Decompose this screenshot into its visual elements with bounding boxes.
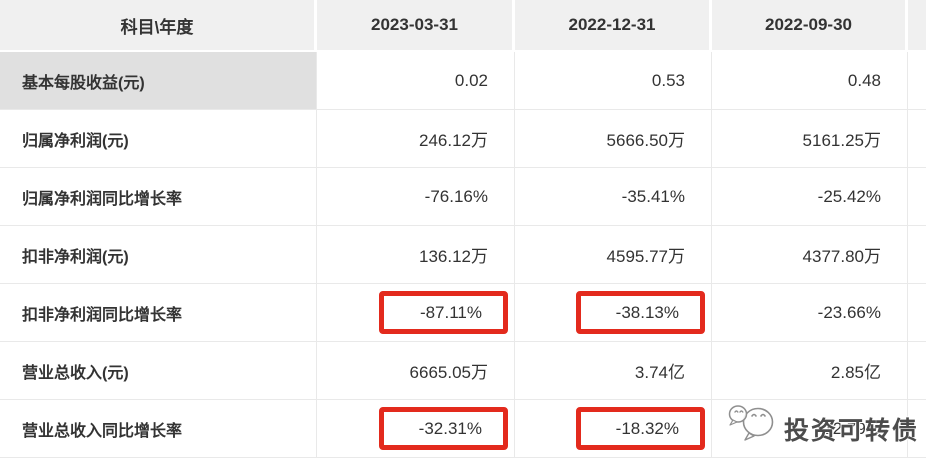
highlight-box: -87.11%: [379, 291, 508, 334]
row-label: 归属净利润同比增长率: [0, 168, 317, 226]
cell-value: -32.31%: [418, 418, 482, 438]
cutoff-cell: [908, 52, 926, 110]
value-cell: 0.48: [712, 52, 908, 110]
row-label: 扣非净利润同比增长率: [0, 284, 317, 342]
column-header-2022-09-30: 2022-09-30: [712, 0, 908, 52]
cell-value: -18.32%: [615, 418, 679, 438]
value-cell: -38.13%: [515, 284, 712, 342]
column-header-cutoff: [908, 0, 926, 52]
cutoff-cell: [908, 400, 926, 458]
value-cell: 0.53: [515, 52, 712, 110]
row-label: 归属净利润(元): [0, 110, 317, 168]
highlight-box: -32.31%: [379, 407, 508, 450]
value-cell: -25.42%: [712, 168, 908, 226]
value-cell: -12.79%: [712, 400, 908, 458]
value-cell: -18.32%: [515, 400, 712, 458]
value-cell: -23.66%: [712, 284, 908, 342]
cell-value: -38.13%: [615, 302, 679, 322]
table-row: 扣非净利润同比增长率 -87.11% -38.13% -23.66%: [0, 284, 926, 342]
value-cell: 6665.05万: [317, 342, 515, 400]
header-row: 科目\年度 2023-03-31 2022-12-31 2022-09-30: [0, 0, 926, 52]
value-cell: 5666.50万: [515, 110, 712, 168]
column-header-2022-12-31: 2022-12-31: [515, 0, 712, 52]
value-cell: 2.85亿: [712, 342, 908, 400]
table-row: 扣非净利润(元) 136.12万 4595.77万 4377.80万: [0, 226, 926, 284]
value-cell: -87.11%: [317, 284, 515, 342]
header-subject-year: 科目\年度: [0, 0, 317, 52]
cutoff-cell: [908, 284, 926, 342]
cutoff-cell: [908, 110, 926, 168]
row-label: 扣非净利润(元): [0, 226, 317, 284]
row-label: 营业总收入(元): [0, 342, 317, 400]
value-cell: -76.16%: [317, 168, 515, 226]
value-cell: 4377.80万: [712, 226, 908, 284]
column-header-2023-03-31: 2023-03-31: [317, 0, 515, 52]
value-cell: 246.12万: [317, 110, 515, 168]
highlight-box: -38.13%: [576, 291, 705, 334]
table-row: 营业总收入(元) 6665.05万 3.74亿 2.85亿: [0, 342, 926, 400]
value-cell: -32.31%: [317, 400, 515, 458]
cutoff-cell: [908, 342, 926, 400]
cell-value: -87.11%: [419, 302, 482, 322]
cutoff-cell: [908, 226, 926, 284]
cutoff-cell: [908, 168, 926, 226]
table-row: 基本每股收益(元) 0.02 0.53 0.48: [0, 52, 926, 110]
table-row: 归属净利润同比增长率 -76.16% -35.41% -25.42%: [0, 168, 926, 226]
value-cell: 5161.25万: [712, 110, 908, 168]
row-label: 营业总收入同比增长率: [0, 400, 317, 458]
table-row: 营业总收入同比增长率 -32.31% -18.32% -12.79%: [0, 400, 926, 458]
value-cell: 4595.77万: [515, 226, 712, 284]
table-body: 基本每股收益(元) 0.02 0.53 0.48 归属净利润(元) 246.12万 5666…: [0, 52, 926, 458]
value-cell: 0.02: [317, 52, 515, 110]
table-row: 归属净利润(元) 246.12万 5666.50万 5161.25万: [0, 110, 926, 168]
value-cell: 136.12万: [317, 226, 515, 284]
value-cell: -35.41%: [515, 168, 712, 226]
row-label: 基本每股收益(元): [0, 52, 317, 110]
highlight-box: -18.32%: [576, 407, 705, 450]
value-cell: 3.74亿: [515, 342, 712, 400]
